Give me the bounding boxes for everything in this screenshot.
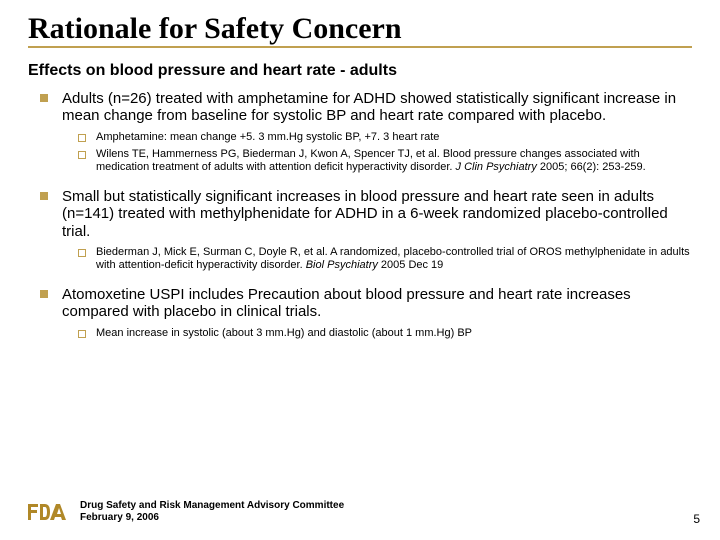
list-item: Adults (n=26) treated with amphetamine f…	[32, 90, 692, 174]
bullet-text: Small but statistically significant incr…	[62, 188, 692, 240]
list-item: Mean increase in systolic (about 3 mm.Hg…	[70, 327, 692, 340]
footer-text: Drug Safety and Risk Management Advisory…	[80, 500, 344, 524]
footer: Drug Safety and Risk Management Advisory…	[26, 500, 344, 524]
slide-subtitle: Effects on blood pressure and heart rate…	[28, 62, 692, 80]
list-item: Wilens TE, Hammerness PG, Biederman J, K…	[70, 148, 692, 174]
sub-bullet-text: Wilens TE, Hammerness PG, Biederman J, K…	[96, 148, 692, 174]
slide-title: Rationale for Safety Concern	[28, 12, 692, 48]
page-number: 5	[693, 512, 700, 526]
sub-bullet-text: Biederman J, Mick E, Surman C, Doyle R, …	[96, 246, 692, 272]
sub-bullet-text: Amphetamine: mean change +5. 3 mm.Hg sys…	[96, 131, 692, 144]
list-item: Biederman J, Mick E, Surman C, Doyle R, …	[70, 246, 692, 272]
list-item: Amphetamine: mean change +5. 3 mm.Hg sys…	[70, 131, 692, 144]
bullet-list: Adults (n=26) treated with amphetamine f…	[28, 90, 692, 340]
fda-logo-icon	[26, 500, 70, 524]
list-item: Atomoxetine USPI includes Precaution abo…	[32, 286, 692, 340]
sub-bullet-text: Mean increase in systolic (about 3 mm.Hg…	[96, 327, 692, 340]
bullet-text: Atomoxetine USPI includes Precaution abo…	[62, 286, 692, 321]
bullet-text: Adults (n=26) treated with amphetamine f…	[62, 90, 692, 125]
list-item: Small but statistically significant incr…	[32, 188, 692, 272]
